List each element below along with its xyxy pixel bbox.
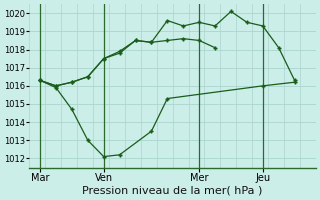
X-axis label: Pression niveau de la mer( hPa ): Pression niveau de la mer( hPa )	[83, 186, 263, 196]
